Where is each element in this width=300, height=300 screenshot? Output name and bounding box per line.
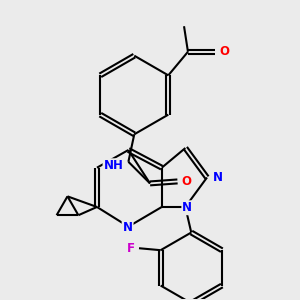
Text: N: N [213, 171, 223, 184]
Text: F: F [126, 242, 134, 255]
Text: NH: NH [103, 159, 123, 172]
Text: O: O [181, 175, 191, 188]
Text: N: N [123, 221, 133, 234]
Text: N: N [182, 201, 192, 214]
Text: O: O [219, 45, 229, 58]
